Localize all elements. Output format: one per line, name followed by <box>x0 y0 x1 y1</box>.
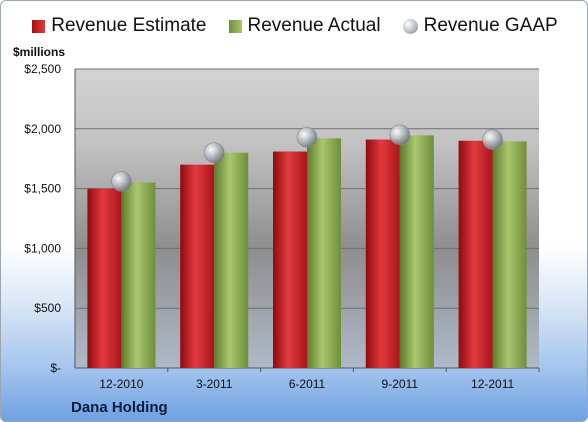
legend-label-gaap: Revenue GAAP <box>423 15 558 36</box>
bar-revenue-estimate <box>87 188 122 368</box>
bar-revenue-estimate <box>180 164 215 368</box>
legend-item-revenue-gaap: Revenue GAAP <box>402 15 558 37</box>
y-tick-label: $500 <box>34 301 61 315</box>
y-tick-label: $1,000 <box>24 241 61 255</box>
marker-revenue-gaap <box>296 126 318 148</box>
legend-label-estimate: Revenue Estimate <box>51 15 207 36</box>
legend-swatch-estimate <box>32 19 46 33</box>
bar-revenue-actual <box>307 138 341 368</box>
bar-revenue-actual <box>492 141 527 368</box>
x-tick-label: 9-2011 <box>382 377 419 391</box>
legend-label-actual: Revenue Actual <box>247 15 381 36</box>
legend-item-revenue-actual: Revenue Actual <box>228 15 381 37</box>
bar-revenue-estimate <box>365 139 400 368</box>
bar-revenue-actual <box>399 135 434 368</box>
legend-swatch-actual <box>228 19 242 33</box>
marker-revenue-gaap <box>111 171 132 192</box>
x-tick-label: 12-2011 <box>471 377 514 391</box>
y-tick-label: $1,500 <box>24 182 61 196</box>
bar-revenue-actual <box>214 152 249 368</box>
legend-swatch-gaap <box>402 18 418 34</box>
y-axis-unit-label: $millions <box>13 45 66 59</box>
y-tick-label: $2,000 <box>24 122 61 136</box>
x-tick-label: 6-2011 <box>289 377 326 391</box>
bar-revenue-estimate <box>273 151 307 368</box>
legend: Revenue Estimate Revenue Actual Revenue … <box>1 15 587 37</box>
y-tick-label: $2,500 <box>24 62 61 76</box>
company-name: Dana Holding <box>71 399 168 416</box>
y-tick-label: $- <box>50 361 61 375</box>
x-tick-label: 12-2010 <box>99 377 143 391</box>
marker-revenue-gaap <box>482 129 503 150</box>
legend-item-revenue-estimate: Revenue Estimate <box>32 15 207 37</box>
marker-revenue-gaap <box>203 142 225 164</box>
bar-revenue-actual <box>121 182 156 368</box>
x-tick-label: 3-2011 <box>196 377 233 391</box>
marker-revenue-gaap <box>389 124 411 146</box>
bar-revenue-estimate <box>458 140 493 368</box>
